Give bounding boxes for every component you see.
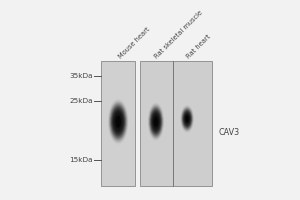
Text: 15kDa: 15kDa — [69, 157, 93, 163]
Ellipse shape — [110, 103, 127, 140]
Text: Rat skeletal muscle: Rat skeletal muscle — [153, 9, 203, 60]
Ellipse shape — [111, 106, 126, 138]
Ellipse shape — [152, 113, 160, 131]
Ellipse shape — [112, 108, 124, 135]
Ellipse shape — [185, 115, 189, 123]
Ellipse shape — [182, 109, 192, 129]
Ellipse shape — [181, 107, 193, 131]
Ellipse shape — [118, 120, 119, 123]
Ellipse shape — [117, 119, 119, 124]
Ellipse shape — [154, 117, 158, 127]
Ellipse shape — [149, 107, 162, 136]
Ellipse shape — [154, 116, 158, 127]
Ellipse shape — [154, 118, 158, 125]
Ellipse shape — [148, 104, 164, 140]
Ellipse shape — [110, 104, 126, 139]
Text: CAV3: CAV3 — [218, 128, 239, 137]
Ellipse shape — [109, 102, 128, 142]
Ellipse shape — [149, 106, 163, 137]
Ellipse shape — [113, 110, 124, 134]
Ellipse shape — [155, 119, 157, 124]
Ellipse shape — [184, 113, 190, 125]
Ellipse shape — [184, 112, 190, 125]
Text: Rat heart: Rat heart — [186, 33, 212, 60]
Ellipse shape — [148, 105, 164, 139]
Ellipse shape — [154, 117, 158, 126]
Bar — [140, 61, 212, 186]
Ellipse shape — [116, 116, 121, 127]
Ellipse shape — [151, 110, 161, 133]
Ellipse shape — [115, 115, 121, 128]
Ellipse shape — [111, 107, 125, 136]
Ellipse shape — [183, 111, 191, 127]
Ellipse shape — [183, 110, 192, 128]
Ellipse shape — [185, 114, 190, 124]
Ellipse shape — [185, 115, 189, 123]
Ellipse shape — [152, 114, 159, 130]
Ellipse shape — [150, 108, 162, 135]
Ellipse shape — [182, 107, 193, 130]
Ellipse shape — [186, 117, 188, 120]
Text: Mouse heart: Mouse heart — [117, 26, 151, 60]
Text: 35kDa: 35kDa — [69, 73, 93, 79]
Ellipse shape — [186, 116, 188, 121]
Ellipse shape — [153, 115, 159, 128]
Ellipse shape — [155, 121, 156, 123]
Ellipse shape — [187, 118, 188, 120]
Ellipse shape — [184, 112, 191, 126]
Ellipse shape — [185, 116, 189, 122]
Ellipse shape — [108, 100, 128, 143]
Ellipse shape — [152, 112, 160, 132]
Text: 25kDa: 25kDa — [69, 98, 93, 104]
Ellipse shape — [115, 114, 122, 130]
Ellipse shape — [116, 118, 120, 126]
Ellipse shape — [113, 111, 123, 132]
Ellipse shape — [181, 106, 194, 132]
Ellipse shape — [182, 108, 193, 130]
Ellipse shape — [151, 109, 161, 134]
Ellipse shape — [116, 116, 121, 128]
Ellipse shape — [114, 112, 122, 131]
Bar — [101, 61, 135, 186]
